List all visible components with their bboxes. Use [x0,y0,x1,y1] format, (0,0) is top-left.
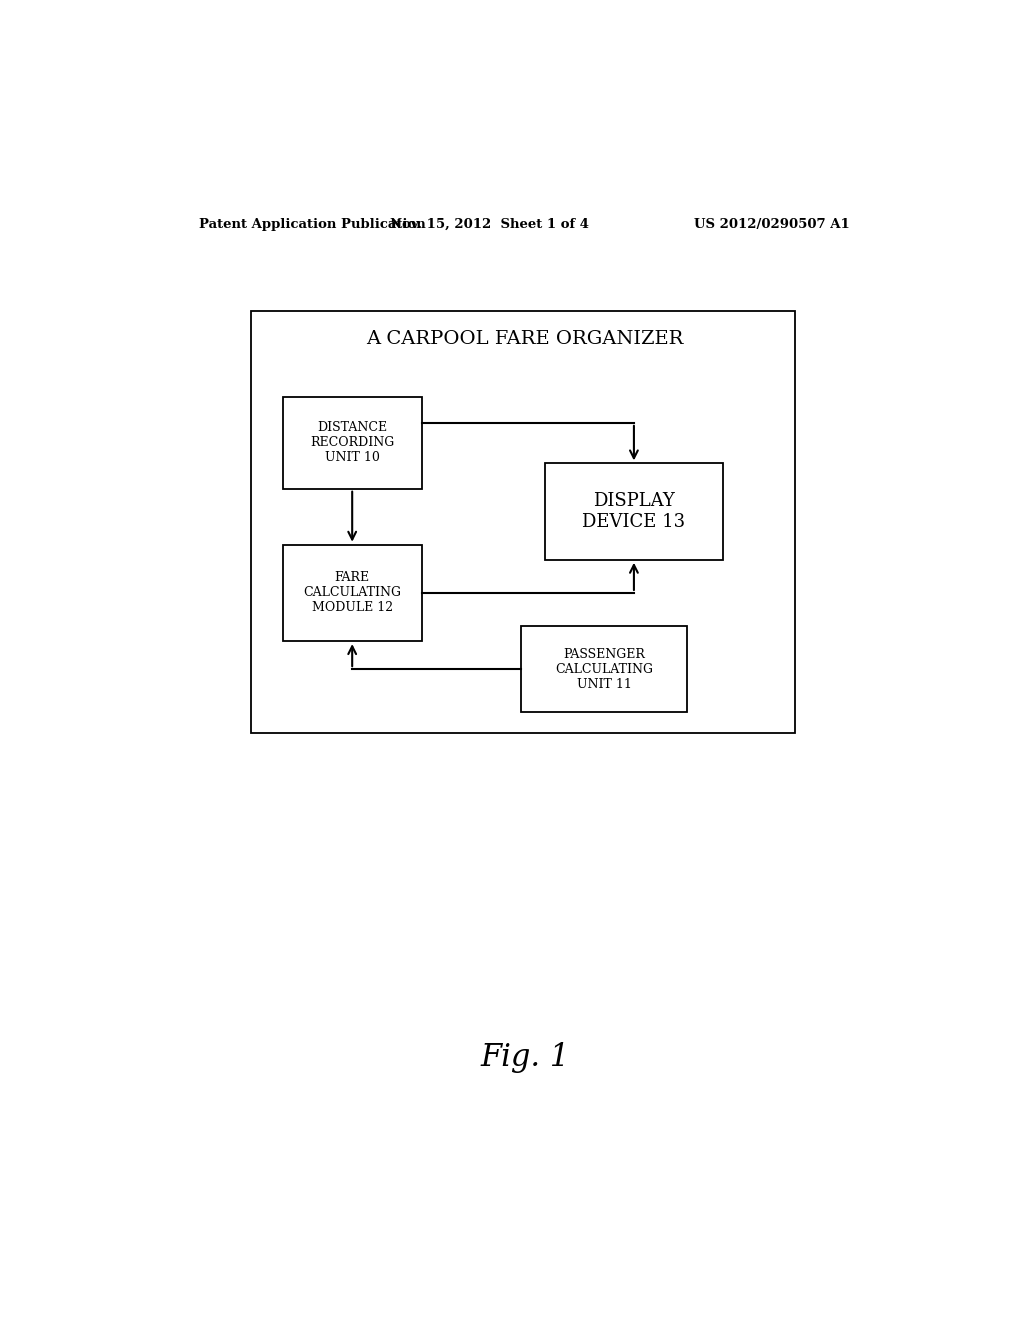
Text: Patent Application Publication: Patent Application Publication [200,218,426,231]
Text: PASSENGER
CALCULATING
UNIT 11: PASSENGER CALCULATING UNIT 11 [555,648,653,690]
Bar [283,545,422,642]
Text: Nov. 15, 2012  Sheet 1 of 4: Nov. 15, 2012 Sheet 1 of 4 [389,218,589,231]
Text: A CARPOOL FARE ORGANIZER: A CARPOOL FARE ORGANIZER [367,330,683,348]
Text: DISPLAY
DEVICE 13: DISPLAY DEVICE 13 [583,492,685,531]
Text: FARE
CALCULATING
MODULE 12: FARE CALCULATING MODULE 12 [303,572,401,614]
Bar [283,397,422,488]
Text: DISTANCE
RECORDING
UNIT 10: DISTANCE RECORDING UNIT 10 [310,421,394,465]
Text: Fig. 1: Fig. 1 [480,1043,569,1073]
Bar [251,312,795,733]
Bar [521,626,687,713]
Bar [545,463,723,560]
Text: US 2012/0290507 A1: US 2012/0290507 A1 [694,218,850,231]
